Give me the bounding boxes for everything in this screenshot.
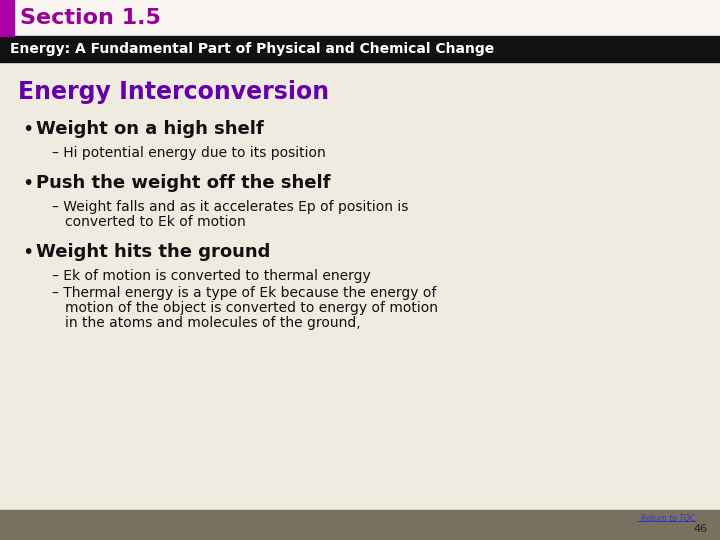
Text: •: • (22, 243, 33, 262)
Text: •: • (22, 120, 33, 139)
Text: Weight on a high shelf: Weight on a high shelf (36, 120, 264, 138)
Text: Energy: A Fundamental Part of Physical and Chemical Change: Energy: A Fundamental Part of Physical a… (10, 42, 494, 56)
Text: •: • (22, 174, 33, 193)
Text: – Weight falls and as it accelerates Ep of position is: – Weight falls and as it accelerates Ep … (52, 200, 408, 214)
Text: Section 1.5: Section 1.5 (20, 8, 161, 28)
Bar (0, 36, 720, 62)
Text: – Hi potential energy due to its position: – Hi potential energy due to its positio… (52, 146, 325, 160)
Bar (0, 0, 720, 36)
Bar (0, 0, 14, 36)
Text: – Ek of motion is converted to thermal energy: – Ek of motion is converted to thermal e… (52, 269, 371, 283)
Text: motion of the object is converted to energy of motion: motion of the object is converted to ene… (65, 301, 438, 315)
Text: Return to TOC: Return to TOC (641, 514, 695, 523)
Text: converted to Ek of motion: converted to Ek of motion (65, 215, 246, 229)
Text: Energy Interconversion: Energy Interconversion (18, 80, 329, 104)
Text: 46: 46 (693, 524, 707, 534)
Text: – Thermal energy is a type of Ek because the energy of: – Thermal energy is a type of Ek because… (52, 286, 436, 300)
Text: Push the weight off the shelf: Push the weight off the shelf (36, 174, 330, 192)
Text: in the atoms and molecules of the ground,: in the atoms and molecules of the ground… (65, 316, 361, 330)
Bar (0, 510, 720, 540)
Text: Weight hits the ground: Weight hits the ground (36, 243, 271, 261)
